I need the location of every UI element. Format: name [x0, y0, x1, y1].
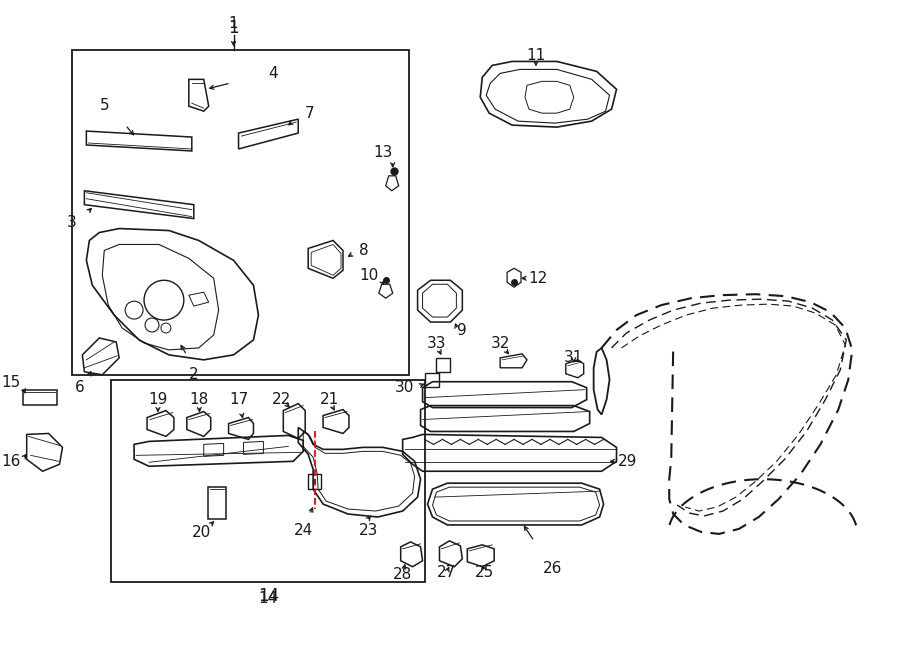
Text: 23: 23 — [359, 524, 378, 539]
Text: 12: 12 — [528, 271, 547, 286]
Text: 28: 28 — [393, 567, 412, 582]
Text: 22: 22 — [272, 392, 291, 407]
Text: 31: 31 — [564, 350, 583, 366]
Text: 15: 15 — [2, 375, 21, 390]
Text: 7: 7 — [305, 106, 315, 121]
Text: 13: 13 — [374, 145, 392, 161]
Text: 3: 3 — [67, 215, 76, 230]
Text: 8: 8 — [359, 243, 368, 258]
Text: 5: 5 — [100, 98, 109, 113]
Bar — [112, 379, 425, 582]
Text: 33: 33 — [427, 336, 446, 352]
Text: 19: 19 — [148, 392, 167, 407]
Text: 9: 9 — [457, 323, 467, 338]
Text: 25: 25 — [474, 565, 494, 580]
Text: 17: 17 — [229, 392, 248, 407]
Text: 24: 24 — [293, 524, 313, 539]
Text: 32: 32 — [491, 336, 509, 352]
Text: 18: 18 — [189, 392, 209, 407]
Text: 11: 11 — [526, 48, 545, 63]
Text: 29: 29 — [617, 454, 637, 469]
Text: 26: 26 — [544, 561, 562, 576]
Text: 30: 30 — [395, 380, 415, 395]
Text: 6: 6 — [75, 380, 85, 395]
Text: 2: 2 — [189, 368, 199, 382]
Text: 21: 21 — [320, 392, 338, 407]
Text: 10: 10 — [359, 268, 379, 283]
Text: 14: 14 — [259, 591, 278, 606]
Text: 16: 16 — [1, 454, 21, 469]
Text: 1: 1 — [229, 19, 238, 36]
Text: 14: 14 — [257, 586, 279, 605]
Text: 27: 27 — [436, 565, 456, 580]
Text: 20: 20 — [192, 525, 211, 541]
Text: 8: 8 — [312, 479, 317, 485]
Text: 4: 4 — [268, 66, 278, 81]
Bar — [72, 50, 409, 375]
Text: 1: 1 — [229, 16, 238, 31]
